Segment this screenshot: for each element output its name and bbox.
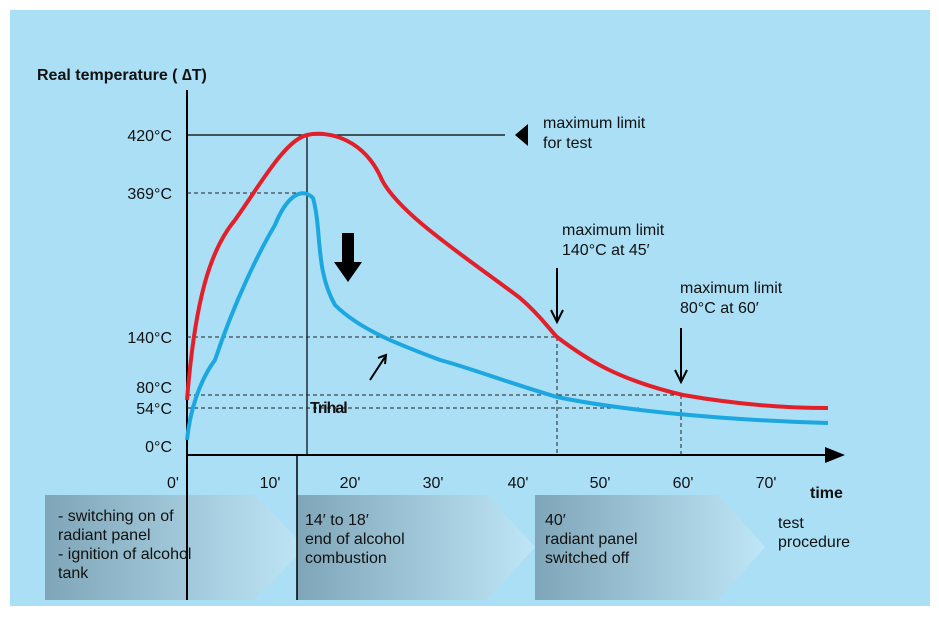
axis-title: Real temperature ( ∆T): [37, 67, 207, 84]
red-curve: [185, 131, 829, 410]
x-tick-label: 10': [260, 475, 281, 492]
annotation: maximum limit: [680, 280, 783, 297]
y-tick-label: 0°C: [145, 439, 172, 456]
y-tick-label: 369°C: [127, 186, 172, 203]
annotation: maximum limit: [562, 222, 665, 239]
annotation: 140°C at 45′: [562, 242, 650, 259]
blue-curve: [185, 191, 829, 441]
step-text: switched off: [545, 550, 630, 567]
step-text: radiant panel: [545, 531, 638, 548]
step-text: 40′: [545, 512, 566, 529]
y-tick-label: 54°C: [136, 401, 172, 418]
brand: Trihal: [310, 400, 347, 417]
annotation: for test: [543, 135, 592, 152]
procedure-label: test: [778, 515, 804, 532]
x-tick-label: 30': [423, 475, 444, 492]
x-tick-label: 20': [340, 475, 361, 492]
y-tick-label: 140°C: [127, 330, 172, 347]
step-text: - switching on of: [58, 508, 174, 525]
step-box: [297, 495, 535, 600]
labels: Real temperature ( ∆T) 420°C 369°C 140°C 80°…: [37, 67, 850, 582]
step-box: [45, 495, 305, 600]
procedure-label: procedure: [778, 534, 850, 551]
guide-lines: [187, 192, 683, 455]
x-tick-label: 60': [673, 475, 694, 492]
annotation: maximum limit: [543, 115, 646, 132]
step-text: combustion: [305, 550, 387, 567]
step-text: - ignition of alcohol: [58, 546, 191, 563]
y-tick-label: 420°C: [127, 128, 172, 145]
limit-marker: [515, 124, 528, 146]
pointer-arrows: [369, 268, 688, 385]
x-axis-label: time: [810, 485, 843, 502]
annotation: 80°C at 60′: [680, 300, 759, 317]
y-tick-label: 80°C: [136, 380, 172, 397]
down-arrow: [334, 233, 362, 282]
step-box: [535, 495, 765, 600]
x-axis-arrow: [825, 447, 845, 463]
step-text: tank: [58, 565, 89, 582]
step-text: 14′ to 18′: [305, 512, 369, 529]
x-tick-label: 0': [167, 475, 179, 492]
step-text: end of alcohol: [305, 531, 405, 548]
x-tick-label: 50': [590, 475, 611, 492]
x-tick-label: 70': [756, 475, 777, 492]
step-text: radiant panel: [58, 527, 151, 544]
x-tick-label: 40': [508, 475, 529, 492]
